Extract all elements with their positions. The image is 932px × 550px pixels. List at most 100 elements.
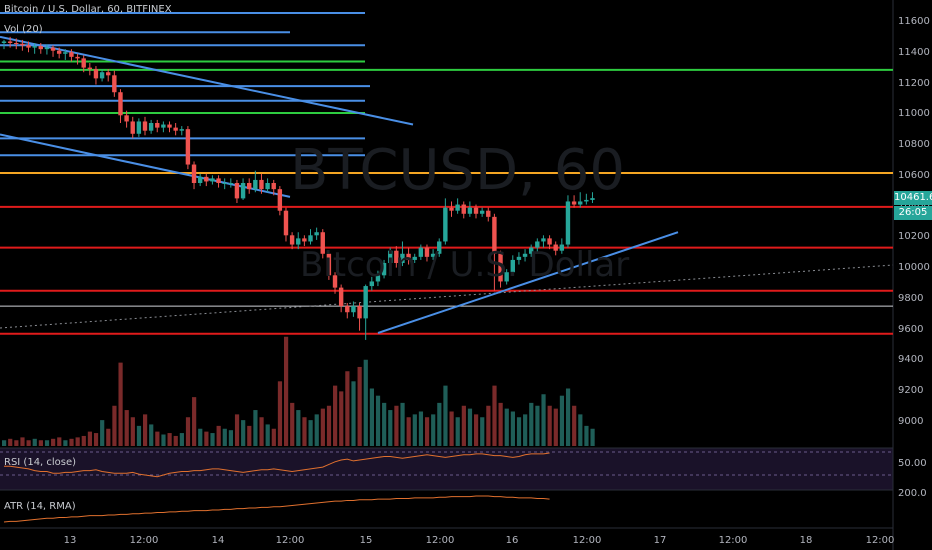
volume-bar: [222, 428, 227, 446]
volume-bar: [20, 437, 25, 446]
volume-bar: [516, 417, 522, 446]
volume-bar: [541, 394, 546, 446]
volume-bar: [326, 405, 332, 446]
candle-body: [455, 204, 460, 211]
candle-body: [486, 210, 491, 217]
candle-body: [430, 253, 436, 257]
candle-body: [504, 272, 509, 282]
candle-body: [461, 204, 466, 214]
candle-body: [32, 46, 37, 48]
time-tick-label: 15: [359, 535, 373, 546]
volume-bar: [106, 428, 111, 446]
rsi-label[interactable]: RSI (14, close): [4, 457, 77, 468]
volume-bar: [136, 425, 142, 446]
volume-bar: [118, 362, 123, 446]
candle-body: [118, 92, 123, 116]
symbol-title[interactable]: Bitcoin / U.S. Dollar, 60, BITFINEX: [4, 4, 172, 15]
time-tick-label: 12:00: [425, 535, 455, 546]
volume-bar: [412, 414, 417, 446]
volume-bar: [578, 414, 583, 446]
candle-body: [277, 189, 283, 211]
candle-body: [26, 45, 31, 48]
candle-body: [522, 253, 528, 257]
volume-bar: [314, 414, 319, 446]
time-tick-label: 18: [799, 535, 813, 546]
volume-bar: [302, 417, 307, 446]
volume-bar: [510, 411, 515, 446]
candle-body: [553, 244, 558, 251]
volume-bar: [308, 420, 313, 446]
volume-bar: [155, 431, 160, 446]
dotted-trendline: [0, 264, 894, 329]
price-tick-label: 10000: [898, 262, 930, 274]
candle-body: [155, 123, 160, 128]
volume-bar: [69, 438, 74, 446]
volume-bar: [584, 425, 589, 446]
price-tick-label: 11200: [898, 77, 930, 89]
candle-body: [204, 176, 209, 182]
candle-body: [253, 179, 258, 190]
candle-body: [93, 69, 99, 79]
candle-body: [69, 52, 74, 57]
time-tick-label: 12:00: [572, 535, 602, 546]
volume-bar: [142, 414, 148, 446]
candle-body: [394, 250, 399, 263]
atr-label[interactable]: ATR (14, RMA): [4, 501, 76, 512]
time-tick-label: 16: [505, 535, 519, 546]
last-price-tag: 10461.6: [894, 191, 932, 205]
volume-bar: [234, 414, 240, 446]
candle-body: [584, 199, 589, 202]
candle-body: [259, 179, 264, 190]
volume-bar: [149, 424, 154, 446]
candle-body: [418, 247, 424, 257]
volume-bar: [486, 405, 491, 446]
candle-body: [400, 253, 405, 263]
candle-body: [191, 164, 197, 183]
volume-bar: [467, 408, 473, 446]
volume-bar: [130, 417, 135, 446]
candle-body: [437, 241, 442, 254]
candle-body: [130, 121, 135, 134]
volume-bar: [553, 408, 558, 446]
volume-bar: [75, 437, 80, 446]
candle-body: [516, 256, 522, 260]
volume-bar: [112, 405, 117, 446]
candle-body: [185, 129, 191, 165]
time-tick-label: 12:00: [718, 535, 748, 546]
candle-body: [308, 235, 313, 242]
volume-bar: [57, 437, 62, 446]
rsi-axis-tick: 50.00: [898, 458, 927, 469]
candle-body: [559, 244, 565, 251]
volume-bar: [590, 428, 595, 446]
candle-body: [571, 201, 577, 205]
volume-bar: [247, 425, 252, 446]
volume-bar: [63, 440, 68, 446]
candle-body: [75, 56, 80, 59]
time-tick-label: 14: [211, 535, 225, 546]
volume-bar: [87, 431, 93, 446]
time-tick-label: 12:00: [865, 535, 895, 546]
volume-bar: [271, 428, 276, 446]
price-tick-label: 9000: [898, 416, 924, 427]
candle-body: [443, 207, 448, 242]
volume-bar: [161, 434, 166, 446]
price-tick-label: 11600: [898, 16, 930, 27]
candle-body: [406, 253, 411, 260]
volume-label[interactable]: Vol (20): [4, 24, 43, 35]
volume-bar: [437, 402, 442, 446]
volume-bar: [32, 438, 37, 446]
volume-bar: [394, 405, 399, 446]
volume-bar: [204, 431, 209, 446]
candle-body: [283, 210, 289, 236]
candle-body: [467, 207, 473, 214]
volume-bar: [185, 417, 191, 446]
atr-axis-tick: 200.0: [898, 488, 927, 499]
candle-body: [363, 286, 368, 319]
candle-body: [136, 121, 142, 134]
price-tick-label: 11000: [898, 108, 930, 120]
volume-bar: [290, 402, 295, 446]
price-tick-label: 9400: [898, 354, 924, 366]
candle-body: [7, 41, 13, 43]
candle-body: [179, 129, 184, 131]
